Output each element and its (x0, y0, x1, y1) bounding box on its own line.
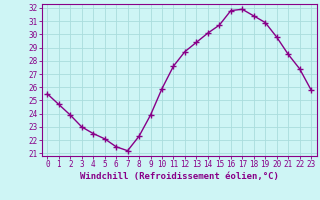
X-axis label: Windchill (Refroidissement éolien,°C): Windchill (Refroidissement éolien,°C) (80, 172, 279, 181)
